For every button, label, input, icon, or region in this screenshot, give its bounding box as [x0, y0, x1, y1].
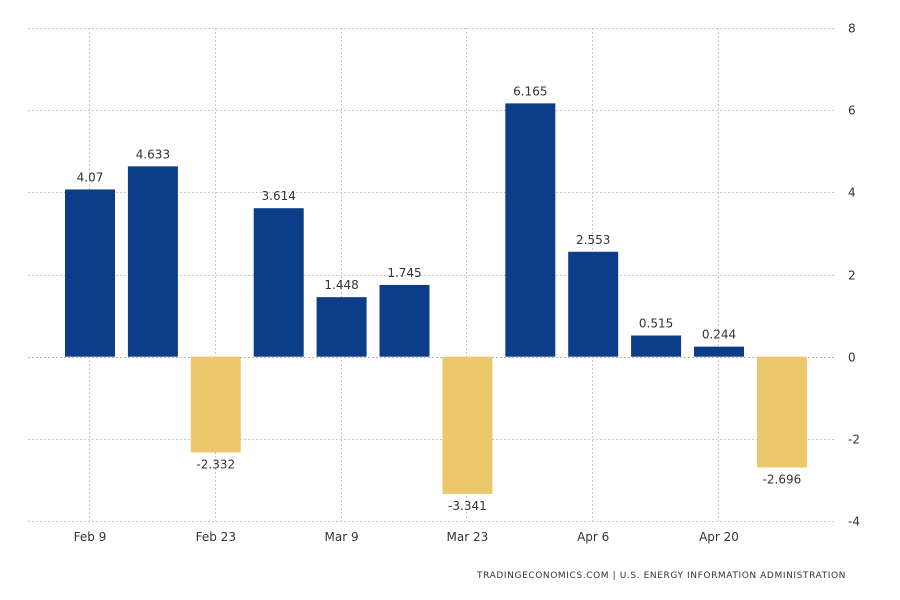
- x-tick-label: Feb 9: [74, 530, 107, 544]
- bar-apr-6: [568, 251, 619, 357]
- data-label: 6.165: [513, 84, 547, 98]
- y-tick-label: 8: [848, 22, 856, 36]
- y-tick-label: 4: [848, 186, 856, 200]
- bar-apr-20: [694, 346, 744, 357]
- data-label: -3.341: [448, 499, 487, 513]
- data-label: 4.07: [77, 170, 104, 184]
- x-tick-label: Mar 23: [447, 530, 489, 544]
- source-credit: TRADINGECONOMICS.COM | U.S. ENERGY INFOR…: [477, 571, 846, 581]
- data-label: 3.614: [262, 189, 296, 203]
- y-tick-label: 2: [848, 269, 856, 283]
- x-tick-label: Mar 9: [325, 530, 359, 544]
- bar-mar-16: [379, 284, 430, 357]
- bar-mar-9: [316, 297, 367, 357]
- y-tick-label: -4: [848, 515, 860, 529]
- data-label: 0.244: [702, 328, 736, 342]
- y-tick-label: -2: [848, 433, 860, 447]
- data-label: 1.745: [387, 266, 421, 280]
- bar-apr-27: [756, 356, 807, 468]
- y-tick-label: 6: [848, 104, 856, 118]
- x-tick-label: Apr 6: [577, 530, 609, 544]
- data-label: 0.515: [639, 317, 673, 331]
- bar-mar-2: [253, 208, 304, 357]
- data-label: 1.448: [324, 278, 358, 292]
- data-label: -2.332: [196, 457, 235, 471]
- bar-feb-23: [190, 356, 241, 453]
- x-axis-ticks: Feb 9 Feb 23 Mar 9 Mar 23 Apr 6 Apr 20: [74, 530, 739, 544]
- bar-mar-30: [505, 103, 556, 357]
- data-labels: 4.07 4.633 -2.332 3.614 1.448 1.745 -3.341 6.16…: [77, 84, 802, 513]
- bar-mar-23: [442, 356, 493, 494]
- gridlines: [28, 28, 836, 522]
- bar-apr-13: [631, 335, 682, 357]
- x-tick-label: Apr 20: [699, 530, 739, 544]
- bar-feb-16: [127, 166, 178, 357]
- y-tick-label: 0: [848, 351, 856, 365]
- bars: [65, 103, 807, 494]
- y-axis-ticks: -4 -2 0 2 4 6 8: [848, 22, 860, 529]
- data-label: 4.633: [136, 147, 170, 161]
- data-label: -2.696: [763, 472, 802, 486]
- data-label: 2.553: [576, 233, 610, 247]
- bar-feb-9: [65, 189, 115, 357]
- x-tick-label: Feb 23: [196, 530, 236, 544]
